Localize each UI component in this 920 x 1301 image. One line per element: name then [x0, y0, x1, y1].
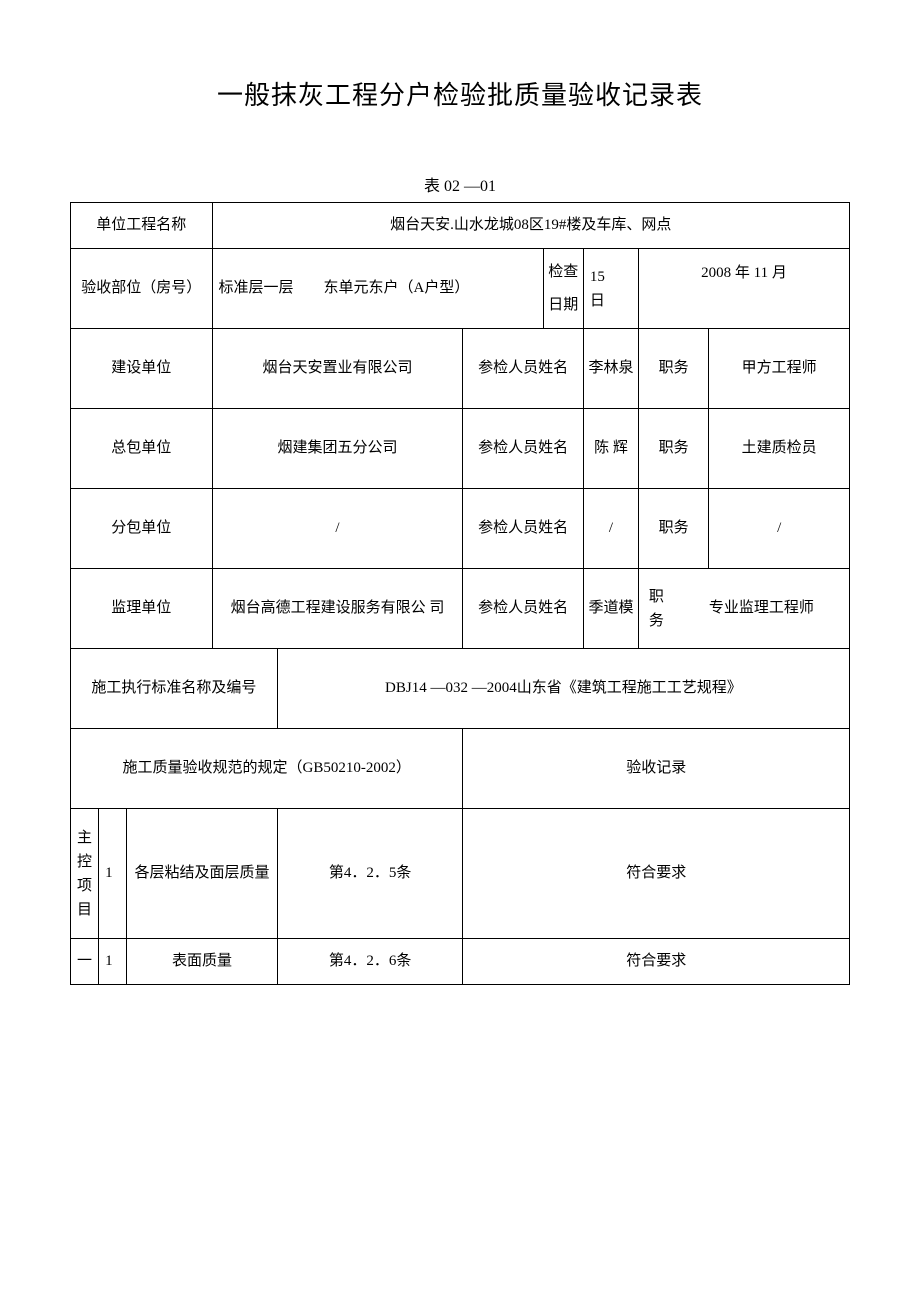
inspection-table: 单位工程名称 烟台天安.山水龙城08区19#楼及车库、网点 验收部位（房号） 标…: [70, 202, 850, 985]
label-job5: 职务: [639, 489, 709, 569]
label-spec: 施工质量验收规范的规定（GB50210-2002）: [71, 729, 463, 809]
label-record: 验收记录: [463, 729, 850, 809]
value-inspection-part: 标准层一层 东单元东户（A户型）: [212, 249, 543, 329]
value-job5: /: [709, 489, 850, 569]
value-participant4: 陈 辉: [583, 409, 638, 489]
label-construction-unit: 建设单位: [71, 329, 213, 409]
result-2: 符合要求: [463, 939, 850, 985]
clause-1: 第4．2．5条: [277, 809, 463, 939]
result-1: 符合要求: [463, 809, 850, 939]
page-title: 一般抹灰工程分户检验批质量验收记录表: [70, 75, 850, 112]
num-2: 1: [99, 939, 127, 985]
clause-2: 第4．2．6条: [277, 939, 463, 985]
value-contractor: 烟建集团五分公司: [212, 409, 463, 489]
label-supervision: 监理单位: [71, 569, 213, 649]
value-participant6: 季道模: [583, 569, 638, 649]
item-2: 表面质量: [127, 939, 278, 985]
cat-main: 主控项目: [71, 809, 99, 939]
label-participant4: 参检人员姓名: [463, 409, 583, 489]
label-check-date: 检查日期: [543, 249, 583, 329]
value-standard: DBJ14 —032 —2004山东省《建筑工程施工工艺规程》: [277, 649, 849, 729]
value-subcontractor: /: [212, 489, 463, 569]
value-job4: 土建质检员: [709, 409, 850, 489]
label-participant5: 参检人员姓名: [463, 489, 583, 569]
value-check-day: 15 日: [583, 249, 638, 329]
label-inspection-part: 验收部位（房号）: [71, 249, 213, 329]
label-participant6: 参检人员姓名: [463, 569, 583, 649]
value-project-name: 烟台天安.山水龙城08区19#楼及车库、网点: [212, 203, 850, 249]
label-job4: 职务: [639, 409, 709, 489]
value-check-yearmonth: 2008 年 11 月: [639, 249, 850, 329]
table-code: 表 02 —01: [70, 172, 850, 196]
value-participant5: /: [583, 489, 638, 569]
value-participant3: 李林泉: [583, 329, 638, 409]
label-participant3: 参检人员姓名: [463, 329, 583, 409]
label-job6a: 职务: [639, 569, 674, 649]
value-construction-unit: 烟台天安置业有限公司: [212, 329, 463, 409]
label-standard: 施工执行标准名称及编号: [71, 649, 278, 729]
value-supervision: 烟台高德工程建设服务有限公 司: [212, 569, 463, 649]
label-project-name: 单位工程名称: [71, 203, 213, 249]
value-job6: 专业监理工程师: [674, 569, 850, 649]
cat-general: 一: [71, 939, 99, 985]
num-1: 1: [99, 809, 127, 939]
label-subcontractor: 分包单位: [71, 489, 213, 569]
label-job3: 职务: [639, 329, 709, 409]
value-job3: 甲方工程师: [709, 329, 850, 409]
label-contractor: 总包单位: [71, 409, 213, 489]
item-1: 各层粘结及面层质量: [127, 809, 278, 939]
